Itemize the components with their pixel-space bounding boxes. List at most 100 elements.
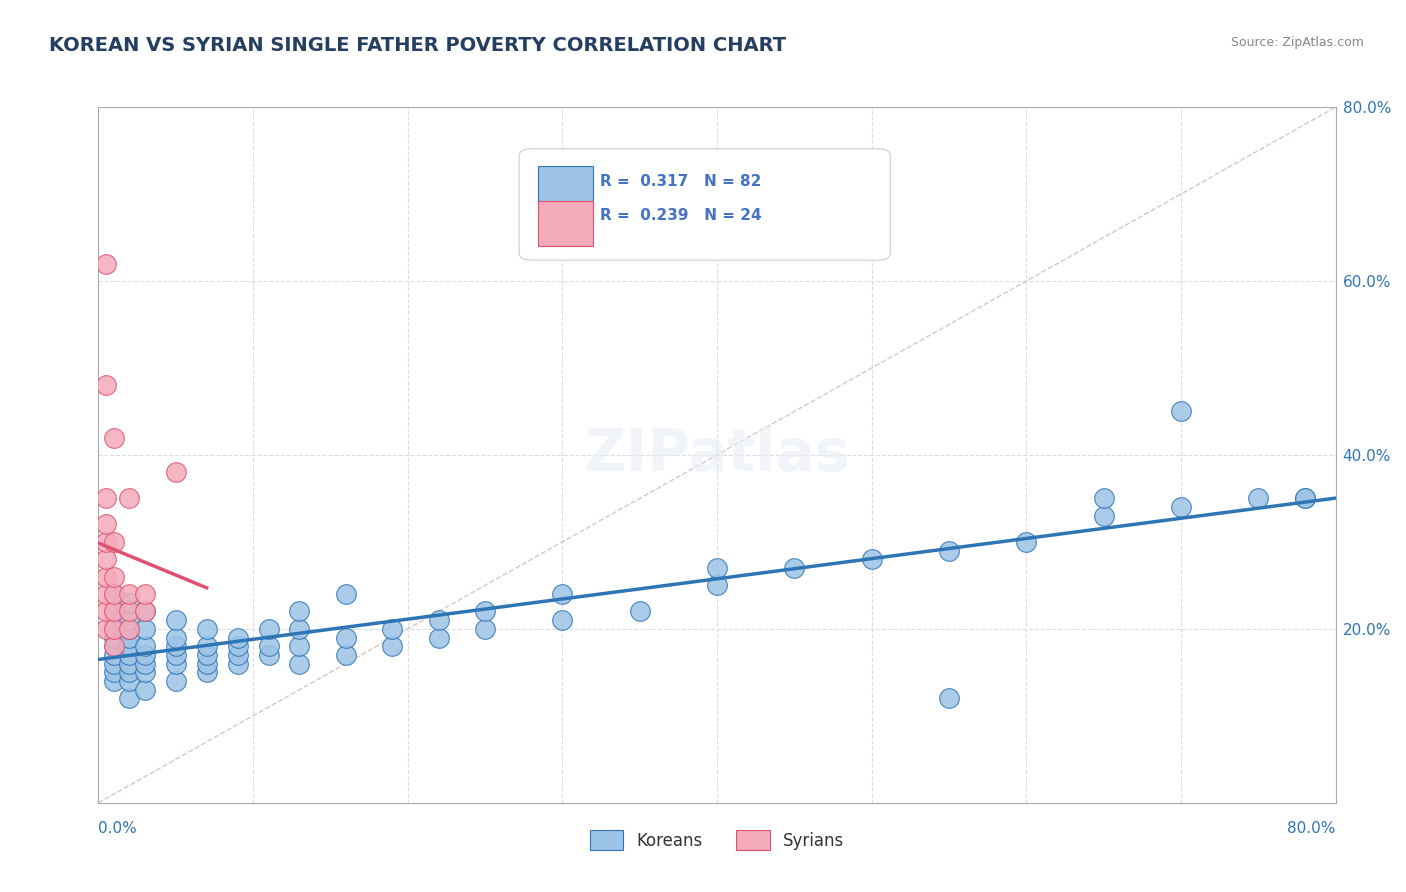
Point bbox=[165, 613, 187, 627]
Point bbox=[118, 639, 141, 653]
Point bbox=[134, 622, 156, 636]
Point bbox=[134, 682, 156, 697]
Point bbox=[134, 657, 156, 671]
Point bbox=[1247, 491, 1270, 506]
Text: 0.0%: 0.0% bbox=[98, 821, 138, 836]
Point bbox=[134, 639, 156, 653]
Point bbox=[103, 605, 125, 619]
Point bbox=[551, 587, 574, 601]
Point bbox=[165, 674, 187, 689]
Point bbox=[226, 657, 249, 671]
Point bbox=[103, 622, 125, 636]
Point bbox=[103, 431, 125, 445]
Point bbox=[783, 561, 806, 575]
Point bbox=[118, 665, 141, 680]
Point bbox=[134, 587, 156, 601]
Point bbox=[1294, 491, 1316, 506]
Point bbox=[96, 256, 118, 270]
Point bbox=[96, 552, 118, 566]
Point bbox=[288, 622, 311, 636]
Point bbox=[335, 648, 357, 662]
Point bbox=[103, 570, 125, 584]
Text: Source: ZipAtlas.com: Source: ZipAtlas.com bbox=[1230, 36, 1364, 49]
Point bbox=[103, 639, 125, 653]
Text: 80.0%: 80.0% bbox=[1288, 821, 1336, 836]
Text: KOREAN VS SYRIAN SINGLE FATHER POVERTY CORRELATION CHART: KOREAN VS SYRIAN SINGLE FATHER POVERTY C… bbox=[49, 36, 786, 54]
Point bbox=[195, 665, 218, 680]
Point bbox=[103, 534, 125, 549]
Point bbox=[628, 605, 651, 619]
Point bbox=[96, 622, 118, 636]
Point bbox=[96, 605, 118, 619]
FancyBboxPatch shape bbox=[537, 166, 593, 211]
Point bbox=[118, 491, 141, 506]
Text: ZIPatlas: ZIPatlas bbox=[583, 426, 851, 483]
Point bbox=[165, 657, 187, 671]
Point bbox=[1092, 508, 1115, 523]
Point bbox=[1170, 404, 1192, 418]
Point bbox=[134, 665, 156, 680]
Point bbox=[103, 657, 125, 671]
Point bbox=[257, 639, 280, 653]
Point bbox=[96, 517, 118, 532]
Point bbox=[134, 648, 156, 662]
Point bbox=[257, 622, 280, 636]
Point bbox=[103, 648, 125, 662]
Point bbox=[103, 665, 125, 680]
Point bbox=[938, 691, 960, 706]
Point bbox=[165, 648, 187, 662]
Text: R =  0.317   N = 82: R = 0.317 N = 82 bbox=[599, 174, 761, 189]
FancyBboxPatch shape bbox=[519, 149, 890, 260]
Point bbox=[165, 631, 187, 645]
Point bbox=[118, 648, 141, 662]
Point bbox=[118, 596, 141, 610]
Point bbox=[226, 631, 249, 645]
Point bbox=[706, 561, 728, 575]
FancyBboxPatch shape bbox=[537, 201, 593, 246]
Point bbox=[134, 605, 156, 619]
Point bbox=[551, 613, 574, 627]
Point bbox=[706, 578, 728, 592]
Point bbox=[118, 622, 141, 636]
Point bbox=[1015, 534, 1038, 549]
Point bbox=[103, 613, 125, 627]
Point bbox=[118, 691, 141, 706]
Point bbox=[134, 605, 156, 619]
Point bbox=[288, 657, 311, 671]
Point bbox=[118, 587, 141, 601]
Legend: Koreans, Syrians: Koreans, Syrians bbox=[583, 823, 851, 857]
Point bbox=[335, 587, 357, 601]
Point bbox=[118, 657, 141, 671]
Point bbox=[195, 648, 218, 662]
Point bbox=[96, 491, 118, 506]
Point bbox=[118, 613, 141, 627]
Point bbox=[118, 622, 141, 636]
Point bbox=[257, 648, 280, 662]
Point bbox=[474, 605, 496, 619]
Point bbox=[288, 605, 311, 619]
Text: R =  0.239   N = 24: R = 0.239 N = 24 bbox=[599, 209, 761, 224]
Point bbox=[335, 631, 357, 645]
Point bbox=[427, 613, 450, 627]
Point bbox=[96, 534, 118, 549]
Point bbox=[938, 543, 960, 558]
Point bbox=[96, 587, 118, 601]
Point bbox=[860, 552, 883, 566]
Point bbox=[103, 587, 125, 601]
Point bbox=[103, 622, 125, 636]
Point bbox=[165, 639, 187, 653]
Point bbox=[226, 639, 249, 653]
Point bbox=[96, 378, 118, 392]
Point bbox=[1170, 500, 1192, 514]
Point bbox=[288, 639, 311, 653]
Point bbox=[474, 622, 496, 636]
Point bbox=[103, 605, 125, 619]
Point bbox=[103, 639, 125, 653]
Point bbox=[118, 605, 141, 619]
Point bbox=[1092, 491, 1115, 506]
Point bbox=[96, 570, 118, 584]
Point bbox=[1294, 491, 1316, 506]
Point bbox=[381, 639, 404, 653]
Point bbox=[103, 674, 125, 689]
Point bbox=[427, 631, 450, 645]
